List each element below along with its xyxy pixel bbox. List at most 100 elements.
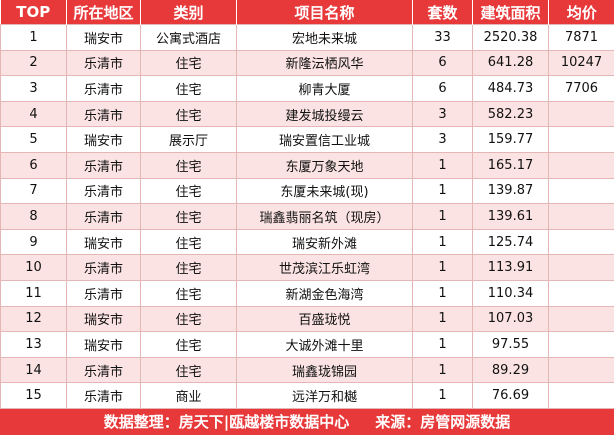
cell-units: 3 [412,100,473,128]
cell-project: 瑞安置信工业城 [236,126,413,153]
col-header-region: 所在地区 [66,0,141,25]
cell-area: 582.23 [472,100,549,128]
cell-units: 1 [412,151,473,179]
cell-category: 住宅 [140,49,237,77]
cell-area: 125.74 [472,228,549,256]
cell-project: 建发城投缦云 [236,100,413,128]
cell-top: 9 [0,228,67,256]
cell-area: 165.17 [472,151,549,179]
cell-price [548,177,614,205]
cell-price [548,126,614,153]
cell-price [548,279,614,307]
cell-units: 1 [412,177,473,205]
col-header-price: 均价 [548,0,614,25]
cell-top: 7 [0,177,67,205]
cell-price [548,228,614,256]
cell-project: 新湖金色海湾 [236,279,413,307]
cell-price [548,356,614,384]
cell-region: 乐清市 [66,203,141,230]
cell-category: 住宅 [140,75,237,102]
cell-region: 乐清市 [66,177,141,205]
cell-area: 89.29 [472,356,549,384]
cell-project: 瑞安新外滩 [236,228,413,256]
cell-area: 139.87 [472,177,549,205]
cell-project: 大诚外滩十里 [236,331,413,358]
table-row: 14 乐清市 住宅 瑞鑫珑锦园 1 89.29 [0,356,614,384]
cell-area: 641.28 [472,49,549,77]
cell-category: 住宅 [140,305,237,333]
cell-units: 1 [412,305,473,333]
cell-top: 15 [0,382,67,409]
cell-price [548,331,614,358]
table-row: 5 瑞安市 展示厅 瑞安置信工业城 3 159.77 [0,126,614,153]
cell-region: 乐清市 [66,151,141,179]
col-header-area: 建筑面积 [472,0,549,25]
cell-region: 瑞安市 [66,24,141,51]
cell-region: 乐清市 [66,75,141,102]
cell-area: 139.61 [472,203,549,230]
cell-top: 1 [0,24,67,51]
table-row: 15 乐清市 商业 远洋万和樾 1 76.69 [0,382,614,409]
cell-category: 住宅 [140,100,237,128]
cell-region: 乐清市 [66,100,141,128]
cell-category: 住宅 [140,331,237,358]
cell-project: 远洋万和樾 [236,382,413,409]
cell-region: 乐清市 [66,356,141,384]
table-row: 6 乐清市 住宅 东厦万象天地 1 165.17 [0,151,614,179]
cell-region: 乐清市 [66,279,141,307]
cell-category: 商业 [140,382,237,409]
cell-top: 2 [0,49,67,77]
cell-units: 1 [412,254,473,281]
cell-top: 8 [0,203,67,230]
cell-top: 10 [0,254,67,281]
col-header-category: 类别 [140,0,237,25]
cell-top: 6 [0,151,67,179]
cell-project: 百盛珑悦 [236,305,413,333]
cell-area: 110.34 [472,279,549,307]
table-row: 4 乐清市 住宅 建发城投缦云 3 582.23 [0,100,614,128]
cell-region: 乐清市 [66,382,141,409]
table-body: 1 瑞安市 公寓式酒店 宏地未来城 33 2520.38 7871 2 乐清市 住宅 新隆沄栖风华 6… [0,24,614,409]
cell-units: 1 [412,356,473,384]
cell-category: 住宅 [140,177,237,205]
source-footer: 数据整理：房天下|瓯越楼市数据中心 来源：房管网源数据 [0,408,614,435]
cell-project: 新隆沄栖风华 [236,49,413,77]
cell-area: 107.03 [472,305,549,333]
cell-category: 住宅 [140,279,237,307]
cell-units: 1 [412,203,473,230]
table-row: 9 瑞安市 住宅 瑞安新外滩 1 125.74 [0,228,614,256]
cell-region: 瑞安市 [66,228,141,256]
cell-project: 世茂滨江乐虹湾 [236,254,413,281]
cell-project: 宏地未来城 [236,24,413,51]
table-row: 1 瑞安市 公寓式酒店 宏地未来城 33 2520.38 7871 [0,24,614,51]
cell-category: 住宅 [140,151,237,179]
cell-category: 住宅 [140,356,237,384]
cell-project: 瑞鑫珑锦园 [236,356,413,384]
cell-units: 1 [412,228,473,256]
col-header-project: 项目名称 [236,0,413,25]
cell-units: 33 [412,24,473,51]
cell-top: 5 [0,126,67,153]
cell-category: 住宅 [140,203,237,230]
cell-price: 7871 [548,24,614,51]
cell-category: 展示厅 [140,126,237,153]
cell-top: 4 [0,100,67,128]
table-row: 3 乐清市 住宅 柳青大厦 6 484.73 7706 [0,75,614,102]
cell-area: 2520.38 [472,24,549,51]
cell-area: 97.55 [472,331,549,358]
cell-project: 柳青大厦 [236,75,413,102]
cell-price [548,151,614,179]
cell-price [548,203,614,230]
source-right: 来源：房管网源数据 [375,413,511,432]
cell-category: 公寓式酒店 [140,24,237,51]
cell-top: 3 [0,75,67,102]
cell-price: 7706 [548,75,614,102]
cell-units: 1 [412,279,473,307]
cell-top: 11 [0,279,67,307]
cell-area: 484.73 [472,75,549,102]
cell-category: 住宅 [140,254,237,281]
cell-price [548,382,614,409]
cell-top: 13 [0,331,67,358]
cell-top: 12 [0,305,67,333]
cell-units: 6 [412,75,473,102]
